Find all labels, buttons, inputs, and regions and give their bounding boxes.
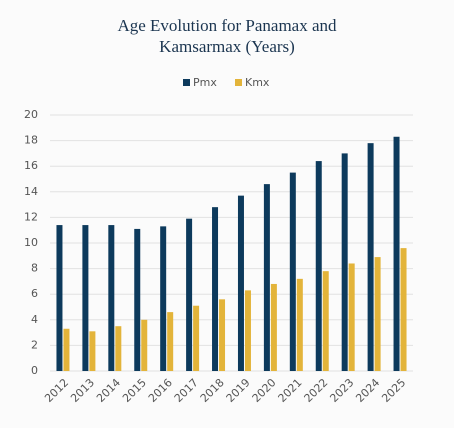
bar [193, 305, 200, 371]
y-tick-label: 10 [24, 236, 38, 249]
chart-title: Kamsarmax (Years) [159, 37, 295, 56]
bar [167, 312, 174, 371]
y-tick-label: 18 [24, 134, 38, 147]
legend-label: Pmx [193, 76, 217, 89]
y-tick-label: 6 [31, 287, 38, 300]
bar [219, 299, 226, 371]
y-tick-label: 0 [31, 364, 38, 377]
bar [134, 228, 141, 371]
y-tick-label: 14 [24, 185, 38, 198]
bar [244, 290, 251, 371]
bar [367, 143, 374, 371]
bar [315, 161, 322, 371]
bar [270, 283, 277, 371]
bar [160, 226, 167, 371]
bar [56, 225, 63, 371]
legend-label: Kmx [245, 76, 270, 89]
bar [296, 278, 303, 371]
bar [393, 136, 400, 371]
bar [263, 184, 270, 371]
bar [212, 207, 219, 371]
bar [115, 326, 122, 371]
bar [82, 225, 89, 371]
chart-title: Age Evolution for Panamax and [117, 16, 337, 35]
y-tick-label: 8 [31, 262, 38, 275]
bar [348, 263, 355, 371]
bar [374, 257, 381, 371]
bar [108, 225, 115, 371]
bar [89, 331, 96, 371]
y-tick-label: 16 [24, 159, 38, 172]
bar [237, 195, 244, 371]
y-tick-label: 12 [24, 210, 38, 223]
bar [141, 319, 148, 371]
y-tick-label: 20 [24, 108, 38, 121]
bar [322, 271, 329, 371]
bar [289, 172, 296, 371]
legend-swatch [235, 79, 242, 86]
y-tick-label: 4 [31, 313, 38, 326]
bar [186, 218, 193, 371]
bar [400, 248, 407, 371]
legend-swatch [183, 79, 190, 86]
y-tick-label: 2 [31, 338, 38, 351]
bar [63, 328, 70, 371]
bar [341, 153, 348, 371]
